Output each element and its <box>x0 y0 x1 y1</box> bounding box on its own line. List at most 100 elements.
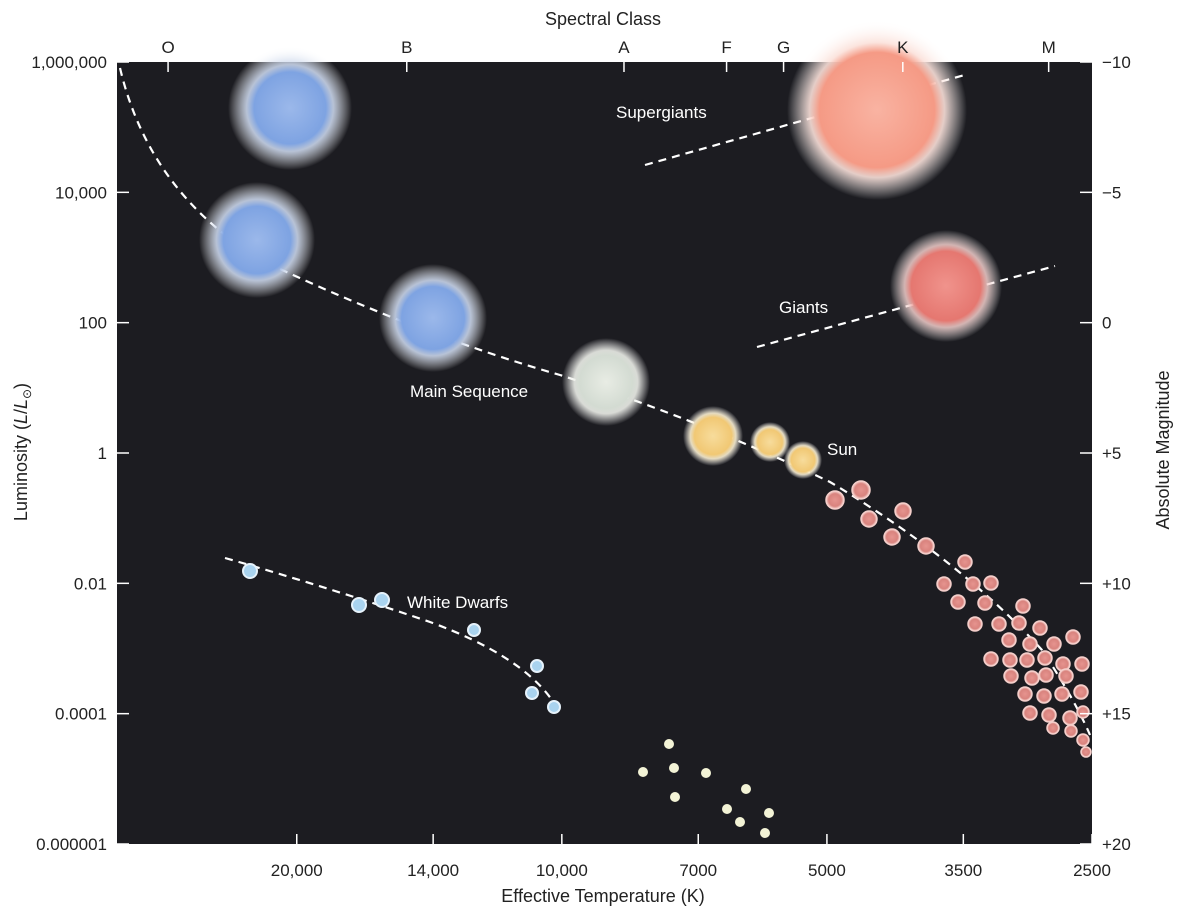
luminosity-tick-label: 10,000 <box>55 183 107 202</box>
red-dwarf-stars <box>825 480 1092 758</box>
luminosity-tick-label: 0.000001 <box>36 835 107 854</box>
white-dwarf-star <box>525 686 539 700</box>
spectral-class-label: K <box>897 38 909 57</box>
x-tick-label: 10,000 <box>536 861 588 880</box>
red-dwarf-star <box>1022 636 1038 652</box>
white-dwarfs-curve <box>224 556 553 701</box>
faint-dwarf-stars <box>638 739 774 838</box>
red-dwarf-star <box>1054 686 1070 702</box>
white-dwarf-star <box>547 700 561 714</box>
red-dwarf-star <box>1037 650 1053 666</box>
luminosity-axis: 1,000,000 10,000 100 1 0.01 0.0001 0.000001 <box>31 53 129 854</box>
faint-dwarf-star <box>670 792 680 802</box>
spectral-class-label: A <box>618 38 630 57</box>
faint-dwarf-star <box>669 763 679 773</box>
luminosity-tick-label: 0.0001 <box>55 705 107 724</box>
supergiant-blue-star <box>228 46 352 170</box>
white-a-star <box>562 338 650 426</box>
red-dwarf-star <box>936 576 952 592</box>
supergiant-red-star <box>787 20 967 200</box>
white-dwarf-star <box>242 563 258 579</box>
plot-background <box>117 62 1092 844</box>
faint-dwarf-star <box>735 817 745 827</box>
yellow-f-star <box>683 406 743 466</box>
red-dwarf-star <box>1001 632 1017 648</box>
red-dwarf-star <box>1019 652 1035 668</box>
red-dwarf-star <box>917 537 935 555</box>
red-dwarf-star <box>1017 686 1033 702</box>
sun-label: Sun <box>827 440 857 459</box>
red-dwarf-star <box>1024 670 1040 686</box>
red-dwarf-star <box>1074 656 1090 672</box>
faint-dwarf-star <box>701 768 711 778</box>
red-dwarf-star <box>1011 615 1027 631</box>
red-dwarf-star <box>894 502 912 520</box>
blue-b-star <box>379 264 487 372</box>
red-dwarf-star <box>1062 710 1078 726</box>
spectral-class-label: M <box>1042 38 1056 57</box>
red-dwarf-star <box>1058 668 1074 684</box>
x-tick-label: 7000 <box>679 861 717 880</box>
red-dwarf-star <box>991 616 1007 632</box>
magnitude-tick-label: −10 <box>1102 53 1131 72</box>
red-dwarf-star <box>825 490 845 510</box>
red-dwarf-star <box>965 576 981 592</box>
temperature-axis: 20,000 14,000 10,000 7000 5000 3500 2500 <box>271 834 1111 880</box>
red-dwarf-star <box>883 528 901 546</box>
white-dwarfs-label: White Dwarfs <box>407 593 508 612</box>
white-dwarf-star <box>530 659 544 673</box>
red-dwarf-star <box>1022 705 1038 721</box>
spectral-class-label: O <box>161 38 174 57</box>
white-dwarf-star <box>374 592 390 608</box>
main-sequence-label: Main Sequence <box>410 382 528 401</box>
red-dwarf-star <box>967 616 983 632</box>
luminosity-tick-label: 1,000,000 <box>31 53 107 72</box>
red-dwarf-star <box>1041 707 1057 723</box>
red-dwarf-star <box>1038 667 1054 683</box>
luminosity-tick-label: 100 <box>79 314 107 333</box>
spectral-class-label: B <box>401 38 412 57</box>
x-tick-label: 20,000 <box>271 861 323 880</box>
x-tick-label: 3500 <box>944 861 982 880</box>
red-dwarf-star <box>1003 668 1019 684</box>
left-axis-title: Luminosity (L/L⊙) <box>11 383 34 521</box>
red-dwarf-star <box>977 595 993 611</box>
red-dwarf-star <box>1076 705 1090 719</box>
red-dwarf-star <box>1002 652 1018 668</box>
magnitude-axis: −10 −5 0 +5 +10 +15 +20 <box>1080 53 1131 854</box>
magnitude-tick-label: −5 <box>1102 183 1121 202</box>
red-dwarf-star <box>1046 636 1062 652</box>
red-dwarf-star <box>983 651 999 667</box>
white-dwarf-stars <box>242 563 561 714</box>
sun-star <box>784 441 822 479</box>
spectral-class-label: F <box>721 38 731 57</box>
red-dwarf-star <box>851 480 871 500</box>
blue-main-sequence-star <box>199 182 315 298</box>
red-dwarf-star <box>1073 684 1089 700</box>
white-dwarf-star <box>467 623 481 637</box>
yellow-g-star <box>750 422 790 462</box>
magnitude-tick-label: +20 <box>1102 835 1131 854</box>
spectral-class-label: G <box>777 38 790 57</box>
luminosity-tick-label: 1 <box>98 444 107 463</box>
magnitude-tick-label: +15 <box>1102 705 1131 724</box>
red-dwarf-star <box>950 594 966 610</box>
red-dwarf-star <box>1064 724 1078 738</box>
faint-dwarf-star <box>760 828 770 838</box>
red-dwarf-star <box>860 510 878 528</box>
faint-dwarf-star <box>764 808 774 818</box>
faint-dwarf-star <box>664 739 674 749</box>
x-tick-label: 14,000 <box>407 861 459 880</box>
x-tick-label: 2500 <box>1073 861 1111 880</box>
magnitude-tick-label: +5 <box>1102 444 1121 463</box>
red-dwarf-star <box>1076 733 1090 747</box>
red-dwarf-star <box>1065 629 1081 645</box>
red-dwarf-star <box>1015 598 1031 614</box>
red-dwarf-star <box>957 554 973 570</box>
faint-dwarf-star <box>741 784 751 794</box>
faint-dwarf-star <box>638 767 648 777</box>
magnitude-tick-label: 0 <box>1102 314 1111 333</box>
red-dwarf-star <box>1046 721 1060 735</box>
